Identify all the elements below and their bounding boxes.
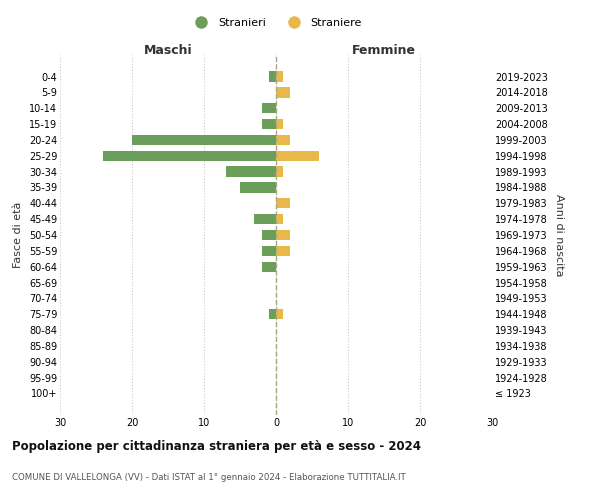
Bar [262, 103, 276, 114]
Legend: Stranieri, Straniere: Stranieri, Straniere [186, 14, 366, 32]
Bar [276, 150, 319, 161]
Bar [276, 135, 290, 145]
Y-axis label: Fasce di età: Fasce di età [13, 202, 23, 268]
Bar [254, 214, 276, 224]
Bar [276, 198, 290, 208]
Bar [262, 230, 276, 240]
Bar [276, 214, 283, 224]
Bar [132, 135, 276, 145]
Bar [269, 309, 276, 320]
Y-axis label: Anni di nascita: Anni di nascita [554, 194, 565, 276]
Bar [240, 182, 276, 192]
Bar [276, 309, 283, 320]
Bar [262, 246, 276, 256]
Bar [276, 72, 283, 82]
Text: Popolazione per cittadinanza straniera per età e sesso - 2024: Popolazione per cittadinanza straniera p… [12, 440, 421, 453]
Bar [226, 166, 276, 177]
Text: Femmine: Femmine [352, 44, 416, 58]
Bar [276, 87, 290, 98]
Text: Maschi: Maschi [143, 44, 193, 58]
Bar [276, 166, 283, 177]
Bar [103, 150, 276, 161]
Text: COMUNE DI VALLELONGA (VV) - Dati ISTAT al 1° gennaio 2024 - Elaborazione TUTTITA: COMUNE DI VALLELONGA (VV) - Dati ISTAT a… [12, 473, 406, 482]
Bar [276, 230, 290, 240]
Bar [276, 119, 283, 129]
Bar [269, 72, 276, 82]
Bar [262, 119, 276, 129]
Bar [276, 246, 290, 256]
Bar [262, 262, 276, 272]
